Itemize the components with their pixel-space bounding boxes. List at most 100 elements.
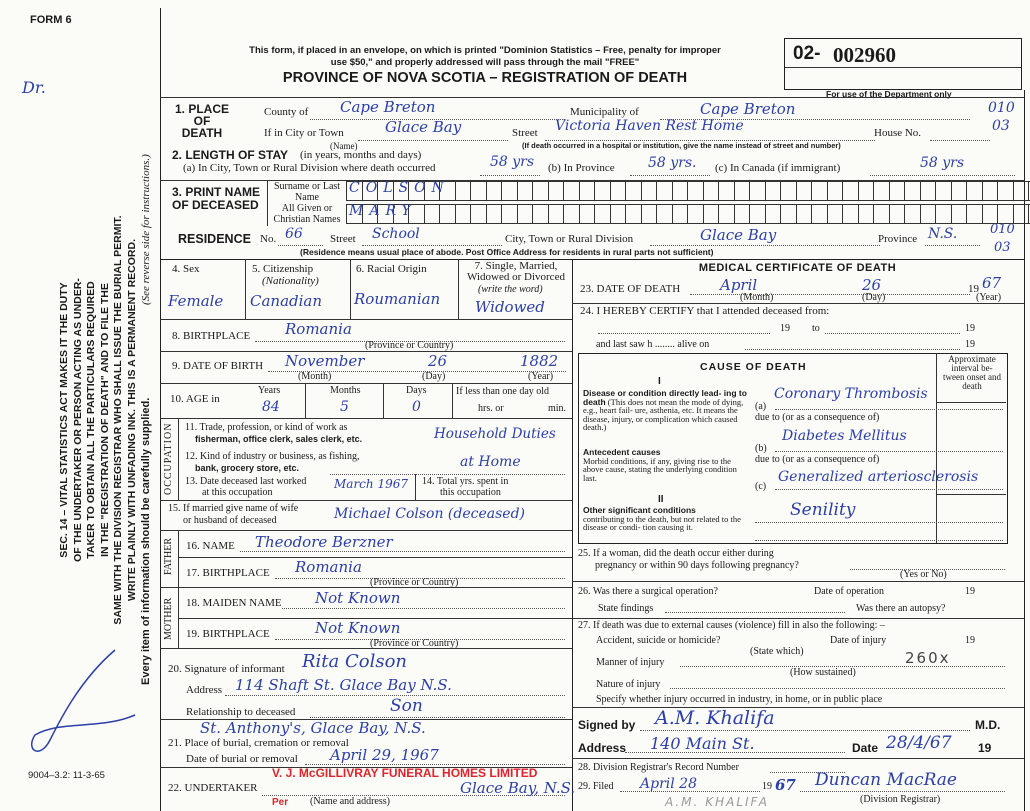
date-of-death-label: 23. DATE OF DEATH [580,283,681,295]
other-conditions-value: Senility [790,500,856,520]
per-label: Per [272,797,289,808]
spouse-label: 15. If married give name of wife [168,503,299,514]
stay-canada-label: (c) In Canada (if immigrant) [715,162,841,174]
industry-value: at Home [460,454,521,470]
state-which-caption: (State which) [750,646,804,657]
residence-street-label: Street [330,233,356,245]
given-names-value: MARY [349,203,417,219]
surname-boxes[interactable] [346,181,1030,201]
filed-label: 29. Filed [578,781,614,792]
street-label: Street [512,127,538,139]
mother-maiden-label: 18. MAIDEN NAME [186,597,282,609]
burial-place-value: St. Anthony's, Glace Bay, N.S. [200,719,426,737]
funeral-home-stamp: V. J. McGILLIVRAY FUNERAL HOMES LIMITED [272,766,538,780]
residence-province-label: Province [878,233,918,245]
cause-a-value: Coronary Thrombosis [774,386,928,402]
record-number-label: 28. Division Registrar's Record Number [578,762,739,773]
dod-day-value: 26 [862,276,882,294]
citizenship-value: Canadian [250,292,323,310]
state-findings-label: State findings [598,603,654,614]
divider [160,259,1024,260]
antecedent-instructions: Antecedent causes Morbid conditions, if … [583,448,751,482]
length-of-stay-note: (in years, months and days) [300,149,422,161]
manner-label: Manner of injury [596,657,665,668]
sign-date-label: Date [852,741,879,755]
form-number: FORM 6 [30,14,72,26]
dob-month-value: November [285,352,365,370]
mother-birthplace-value: Not Known [315,619,401,637]
day-caption: (Day) [422,371,446,382]
spouse-label-2: or husband of deceased [183,515,277,526]
informant-signature-value: Rita Colson [302,651,408,672]
mother-maiden-value: Not Known [315,589,401,607]
residence-province-value: N.S. [928,226,958,242]
md-address-label: Address [578,741,627,755]
reg-number: 002960 [833,43,896,67]
dept-code: 010 [988,100,1015,116]
informant-address-label: Address [186,684,223,696]
municipality-value: Cape Breton [700,100,796,118]
attended-to-19: 19 [965,323,975,334]
given-label: All Given or Christian Names [273,203,341,225]
print-name-label: 3. PRINT NAME OF DECEASED [172,185,261,212]
given-names-boxes[interactable] [346,204,1030,224]
other-conditions-note: contributing to the death, but not relat… [583,513,741,533]
how-sustained-caption: (How sustained) [790,667,856,678]
citizenship-sub: (Nationality) [262,275,319,287]
dept-code: 03 [992,118,1010,134]
due-to-label: due to (or as a consequence of) [755,412,880,423]
birthplace-label: 8. BIRTHPLACE [172,330,251,342]
name-address-caption: (Name and address) [310,796,390,807]
part-ii-label: II [658,494,664,505]
sex-label: 4. Sex [172,263,200,275]
dept-code: 010 [990,222,1015,237]
age-label: 10. AGE in [170,393,220,405]
injury-date-19: 19 [965,635,975,646]
residence-city-value: Glace Bay [700,226,777,244]
to-label: to [812,323,820,334]
due-to-label: due to (or as a consequence of) [755,454,880,465]
undertaker-label: 22. UNDERTAKER [168,782,258,794]
margin-note: Dr. [22,78,46,97]
months-label: Months [330,385,361,396]
dod-year-prefix: 19 [968,283,979,295]
surname-value: COLSON [349,180,450,196]
cause-of-death-title: CAUSE OF DEATH [700,361,807,373]
cause-c-label: (c) [755,481,767,492]
statute-line: TAKER TO OBTAIN ALL THE PARTICULARS REQU… [85,281,97,559]
city-value: Glace Bay [385,118,462,136]
father-name-value: Theodore Berzner [255,533,393,551]
municipality-label: Municipality of [570,106,639,118]
mother-side-label: MOTHER [163,597,174,640]
years-value: 84 [262,399,280,415]
father-name-label: 16. NAME [186,540,235,552]
direct-cause-note: (This does not mean the mode of dying, e… [583,396,744,433]
father-birthplace-label: 17. BIRTHPLACE [186,567,270,579]
stay-city-value: 58 yrs [490,154,535,170]
mother-birthplace-label: 19. BIRTHPLACE [186,628,270,640]
stay-province-label: (b) In Province [548,162,615,174]
filed-date-value: April 28 [640,776,697,792]
month-caption: (Month) [298,371,332,382]
margin-signature-scrawl [30,649,136,752]
residence-no-label: No. [260,233,277,245]
relationship-value: Son [390,696,423,716]
min-label: min. [548,403,567,414]
racial-origin-label: 6. Racial Origin [356,263,427,275]
every-item-note: Every item of information should be care… [140,397,152,685]
residence-city-label: City, Town or Rural Division [505,233,634,245]
column-divider [572,259,573,811]
residence-note: (Residence means usual place of abode. P… [300,247,714,257]
name-caption: (Name) [330,141,358,151]
last-worked-label-2: at this occupation [202,487,273,498]
reg-prefix: 02- [793,43,821,64]
dod-year-value: 67 [982,274,1002,292]
other-conditions-title: Other significant conditions [583,505,696,515]
street-value: Victoria Haven Rest Home [555,118,744,134]
industry-label-2: bank, grocery store, etc. [195,463,300,473]
total-years-label: 14. Total yrs. spent in [422,476,509,487]
surname-label: Surname or Last Name [273,181,341,203]
filed-year-value: 67 [775,776,796,794]
mail-note-line: This form, if placed in an envelope, on … [249,45,721,56]
yes-no-caption: (Yes or No) [900,569,947,580]
